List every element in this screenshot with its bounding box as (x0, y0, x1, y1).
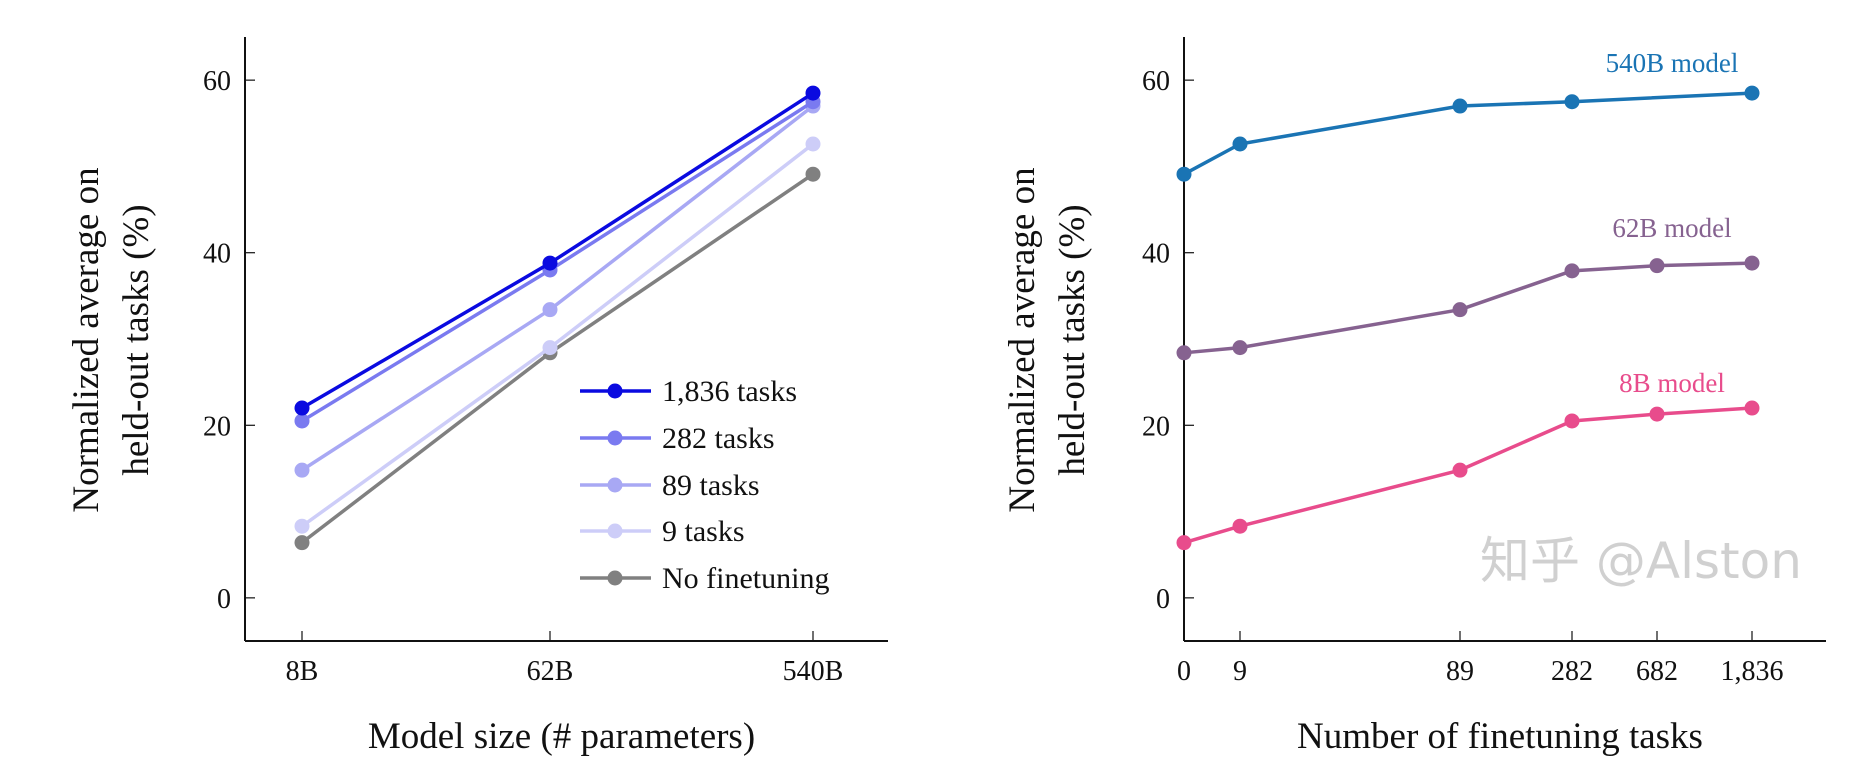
data-point (1564, 94, 1580, 110)
series-label: 540B model (1606, 48, 1739, 78)
x-tick-label: 0 (1177, 656, 1191, 687)
data-point (1452, 302, 1468, 318)
series-62b-model (1176, 255, 1760, 361)
series-label: 62B model (1612, 213, 1731, 243)
legend-swatch-marker (607, 383, 623, 399)
data-point (542, 302, 558, 318)
data-point (1176, 535, 1192, 551)
data-point (1564, 263, 1580, 279)
data-point (294, 400, 310, 416)
series-label: 8B model (1619, 368, 1725, 398)
data-point (294, 518, 310, 534)
watermark: 知乎 @Alston (1480, 532, 1802, 590)
data-point (1232, 340, 1248, 356)
left-chart: 0 20 40 60 8B 62B 540B Model size (# parameters… (66, 37, 888, 757)
series-line (301, 100, 814, 423)
right-chart: 0 20 40 60 0 9 89 282 682 1,836 Number of finetuni… (1002, 37, 1826, 757)
y-tick-label: 20 (203, 411, 231, 442)
legend-label: 89 tasks (662, 469, 760, 502)
series-89-tasks (294, 98, 821, 478)
y-tick-label: 60 (1142, 66, 1170, 97)
y-axis-label: held-out tasks (%) (1052, 204, 1093, 475)
x-tick-label: 89 (1446, 656, 1474, 687)
x-tick-label: 8B (286, 656, 319, 687)
y-tick-label: 40 (203, 239, 231, 270)
x-tick-label: 1,836 (1721, 656, 1784, 687)
data-point (1564, 413, 1580, 429)
series-8b-model (1176, 400, 1760, 551)
legend-label: No finetuning (662, 562, 829, 595)
series-9-tasks (294, 136, 821, 534)
series-1-836-tasks (294, 85, 821, 416)
data-point (805, 136, 821, 152)
legend-item: 282 tasks (580, 422, 775, 455)
x-tick-label: 682 (1636, 656, 1678, 687)
data-point (542, 340, 558, 356)
data-point (542, 255, 558, 271)
series-line (301, 104, 815, 472)
y-axis-label: held-out tasks (%) (116, 204, 157, 475)
x-axis-label: Number of finetuning tasks (1297, 716, 1703, 757)
legend-label: 282 tasks (662, 422, 775, 455)
data-point (1744, 255, 1760, 271)
legend-label: 9 tasks (662, 515, 745, 548)
y-tick-label: 40 (1142, 239, 1170, 270)
data-point (1649, 406, 1665, 422)
data-point (1232, 136, 1248, 152)
x-tick-label: 540B (783, 656, 844, 687)
legend-swatch-marker (607, 570, 623, 586)
data-point (1232, 518, 1248, 534)
data-point (805, 85, 821, 101)
series-line (301, 91, 814, 410)
data-point (1452, 462, 1468, 478)
legend-item: 1,836 tasks (580, 375, 797, 408)
legend-label: 1,836 tasks (662, 375, 797, 408)
y-tick-label: 20 (1142, 411, 1170, 442)
legend-item: 89 tasks (580, 469, 760, 502)
legend-item: No finetuning (580, 562, 829, 595)
y-axis-label: Normalized average on (1002, 167, 1043, 512)
y-axis-label: Normalized average on (66, 167, 107, 512)
data-point (294, 413, 310, 429)
x-tick-label: 62B (527, 656, 574, 687)
data-point (1452, 98, 1468, 114)
data-point (1176, 166, 1192, 182)
data-point (1176, 345, 1192, 361)
data-point (294, 535, 310, 551)
legend-item: 9 tasks (580, 515, 745, 548)
data-point (294, 462, 310, 478)
y-tick-label: 60 (203, 66, 231, 97)
series-line (1183, 406, 1753, 545)
legend-swatch-marker (607, 430, 623, 446)
series-line (1183, 91, 1753, 176)
data-point (1744, 400, 1760, 416)
series-540b-model (1176, 85, 1760, 182)
y-tick-label: 0 (1156, 584, 1170, 615)
y-tick-label: 0 (217, 584, 231, 615)
series-line (1183, 261, 1753, 355)
data-point (1744, 85, 1760, 101)
legend: 1,836 tasks 282 tasks 89 tasks 9 tasks No fi… (580, 375, 829, 595)
legend-swatch-marker (607, 477, 623, 493)
legend-swatch-marker (607, 523, 623, 539)
x-tick-label: 282 (1551, 656, 1593, 687)
data-point (805, 166, 821, 182)
x-tick-label: 9 (1233, 656, 1247, 687)
data-point (1649, 258, 1665, 274)
x-axis-label: Model size (# parameters) (368, 716, 755, 757)
